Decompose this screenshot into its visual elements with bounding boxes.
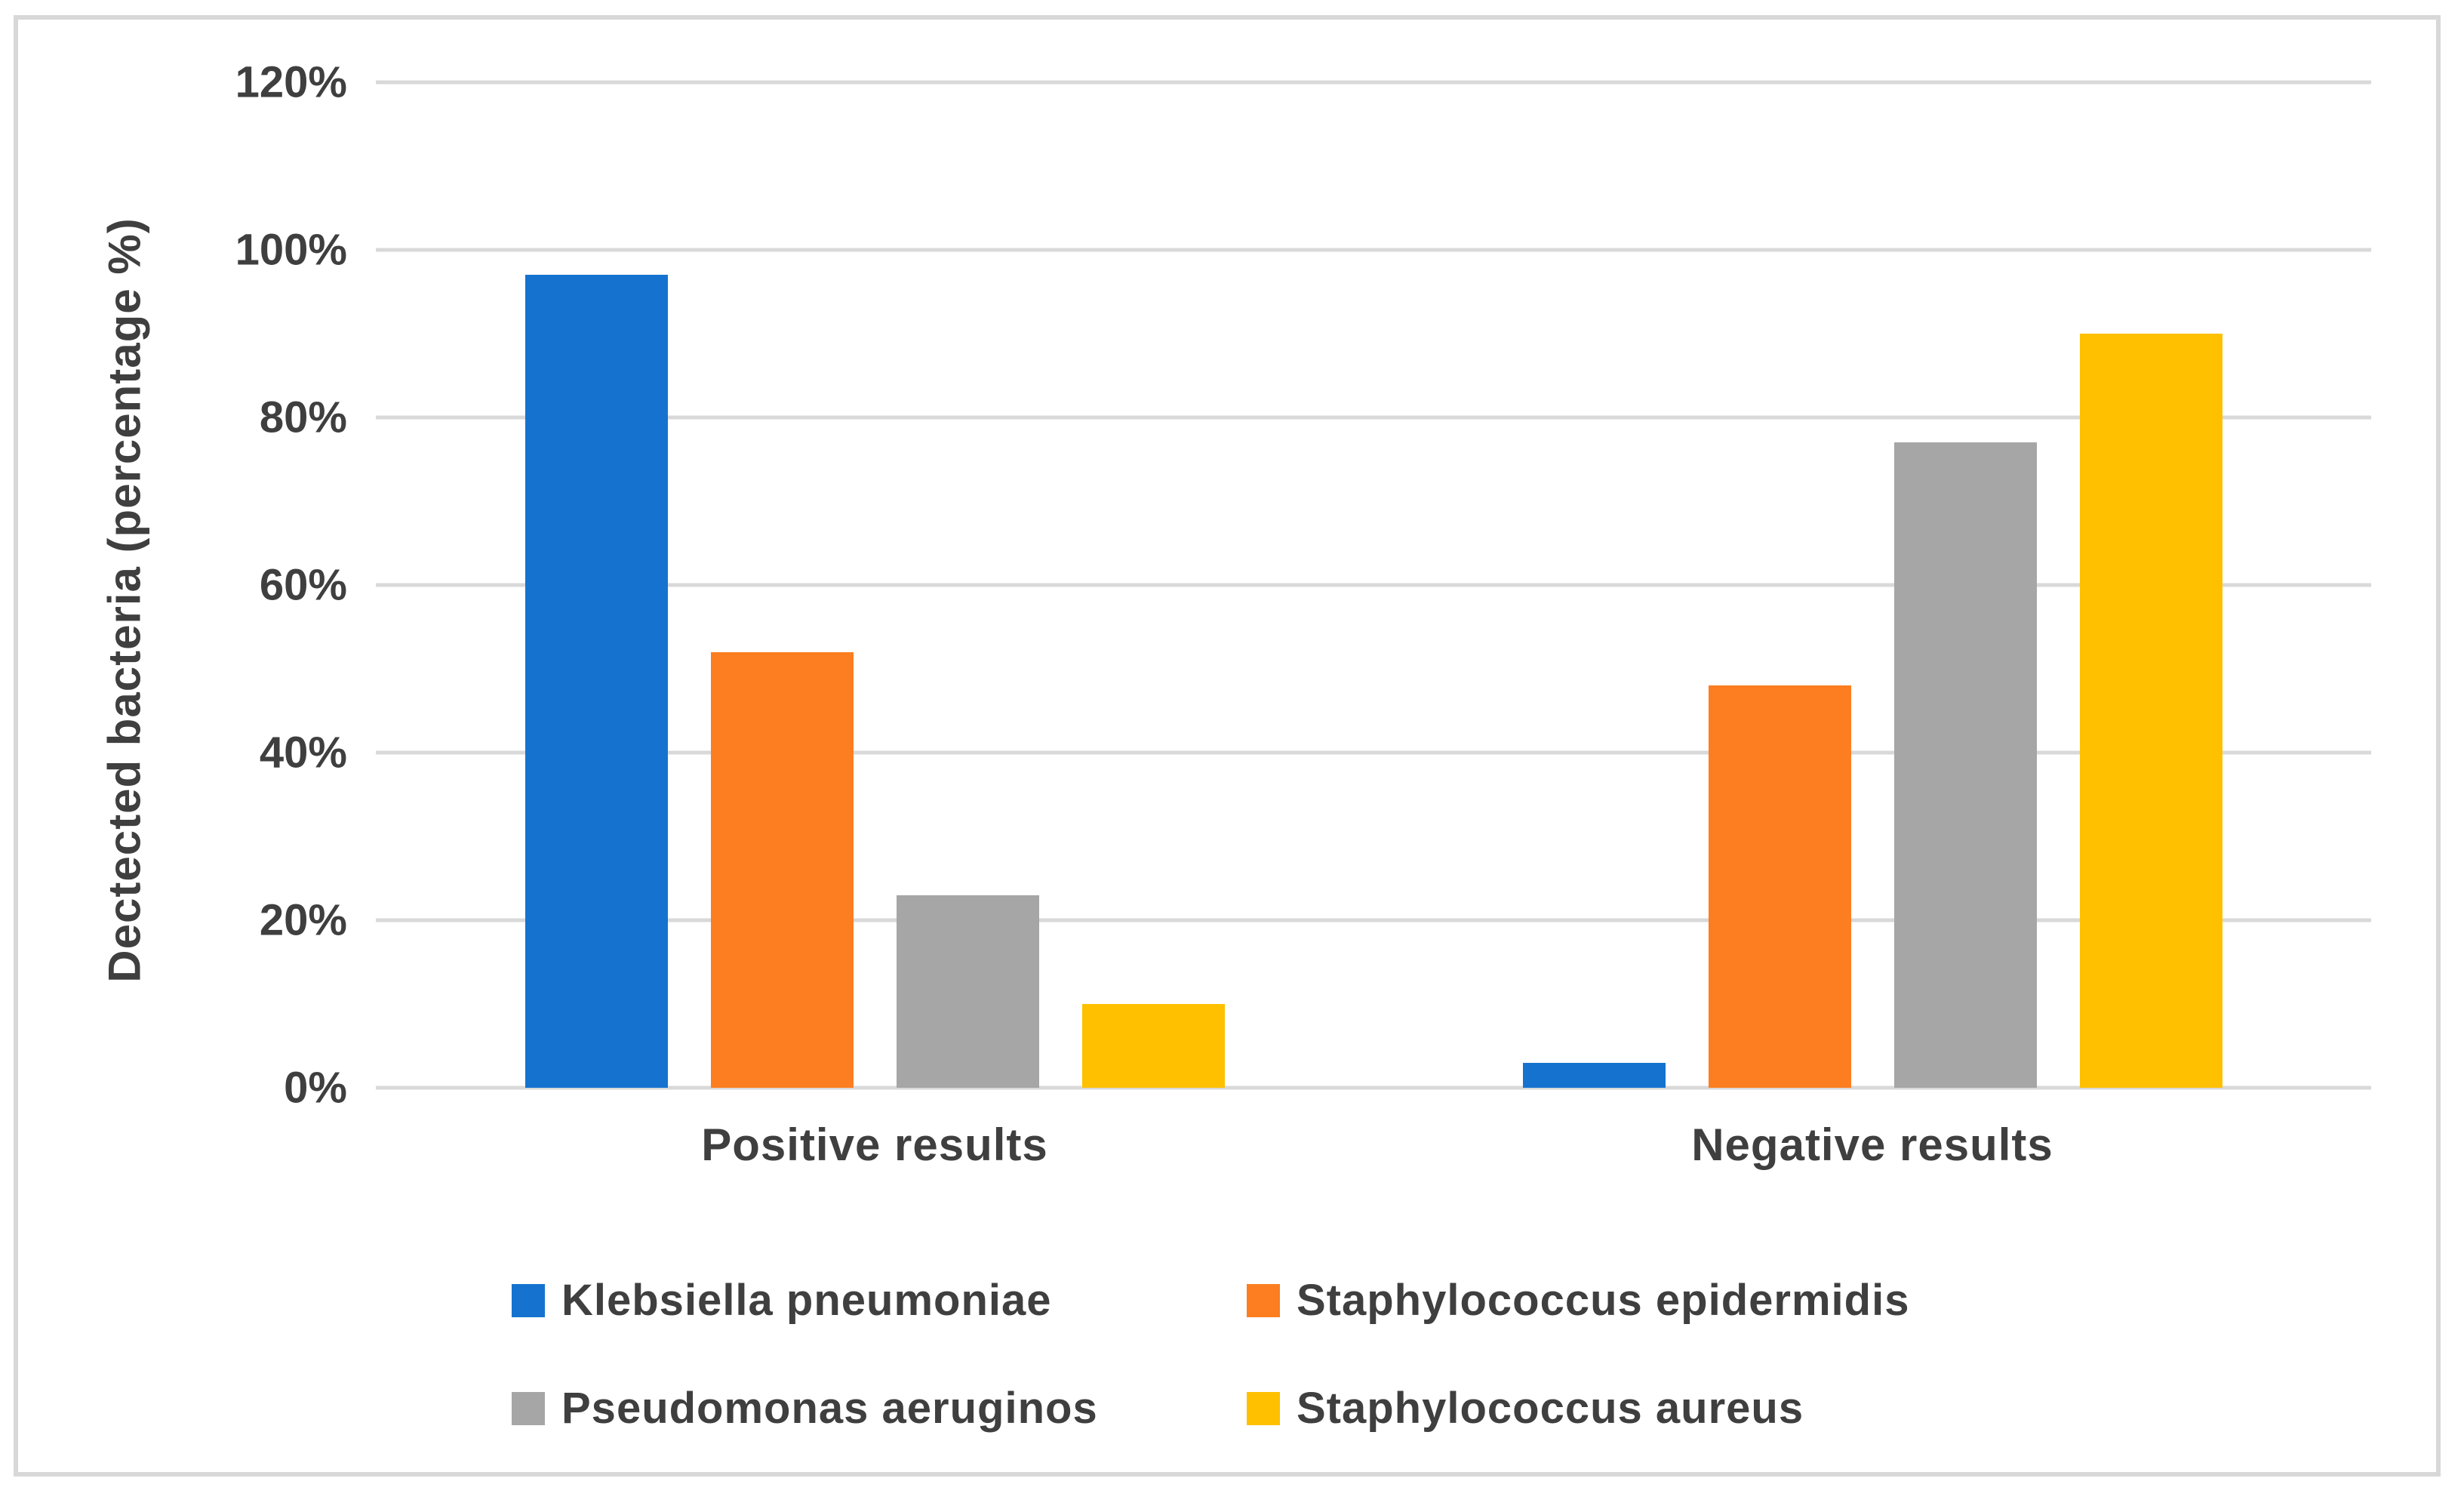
y-tick-label: 0%	[284, 1063, 347, 1113]
bar-group-positive-results	[376, 82, 1374, 1088]
legend-item-staphylococcus-aureus: Staphylococcus aureus	[1247, 1383, 1804, 1434]
x-axis: Positive results Negative results	[376, 1119, 2371, 1171]
y-tick-label: 100%	[235, 225, 347, 275]
y-tick-label: 40%	[259, 728, 347, 778]
bar-group-negative-results	[1374, 82, 2371, 1088]
bar-klebsiella-pneumoniae-positive-results	[524, 275, 668, 1088]
bar-pseudomonas-aeruginos-positive-results	[896, 895, 1039, 1088]
bar-pseudomonas-aeruginos-negative-results	[1893, 442, 2037, 1088]
y-tick-label: 60%	[259, 560, 347, 610]
legend-label: Klebsiella pneumoniae	[561, 1276, 1052, 1325]
gridline	[376, 583, 2371, 587]
y-axis: 0% 20% 40% 60% 80% 100% 120%	[0, 58, 347, 1113]
legend-item-staphylococcus-epidermidis: Staphylococcus epidermidis	[1247, 1275, 1909, 1326]
y-tick-label: 20%	[259, 895, 347, 945]
gridline	[376, 248, 2371, 252]
x-category-label: Negative results	[1691, 1119, 2053, 1170]
gridline	[376, 80, 2371, 85]
gridline	[376, 918, 2371, 922]
gridline	[376, 750, 2371, 755]
bars-row	[376, 82, 2371, 1088]
plot-area	[376, 80, 2371, 1090]
staphylococcus-aureus-swatch	[1247, 1391, 1280, 1425]
bar-staphylococcus-aureus-positive-results	[1081, 1004, 1225, 1088]
x-category-label: Positive results	[701, 1119, 1048, 1170]
legend-item-klebsiella-pneumoniae: Klebsiella pneumoniae	[512, 1275, 1052, 1326]
bar-staphylococcus-epidermidis-positive-results	[710, 651, 854, 1088]
gridline	[376, 415, 2371, 420]
x-axis-line	[376, 1086, 2371, 1090]
bar-staphylococcus-epidermidis-negative-results	[1708, 685, 1851, 1088]
bar-staphylococcus-aureus-negative-results	[2079, 334, 2223, 1088]
y-tick-label: 120%	[235, 57, 347, 107]
staphylococcus-epidermidis-swatch	[1247, 1283, 1280, 1317]
bar-klebsiella-pneumoniae-negative-results	[1522, 1062, 1666, 1088]
legend-label: Staphylococcus epidermidis	[1297, 1276, 1910, 1325]
legend-label: Pseudomonas aeruginos	[561, 1384, 1098, 1433]
legend-label: Staphylococcus aureus	[1297, 1384, 1804, 1433]
legend-item-pseudomonas-aeruginos: Pseudomonas aeruginos	[512, 1383, 1098, 1434]
pseudomonas-aeruginos-swatch	[512, 1391, 545, 1425]
y-tick-label: 80%	[259, 393, 347, 442]
klebsiella-pneumoniae-swatch	[512, 1283, 545, 1317]
